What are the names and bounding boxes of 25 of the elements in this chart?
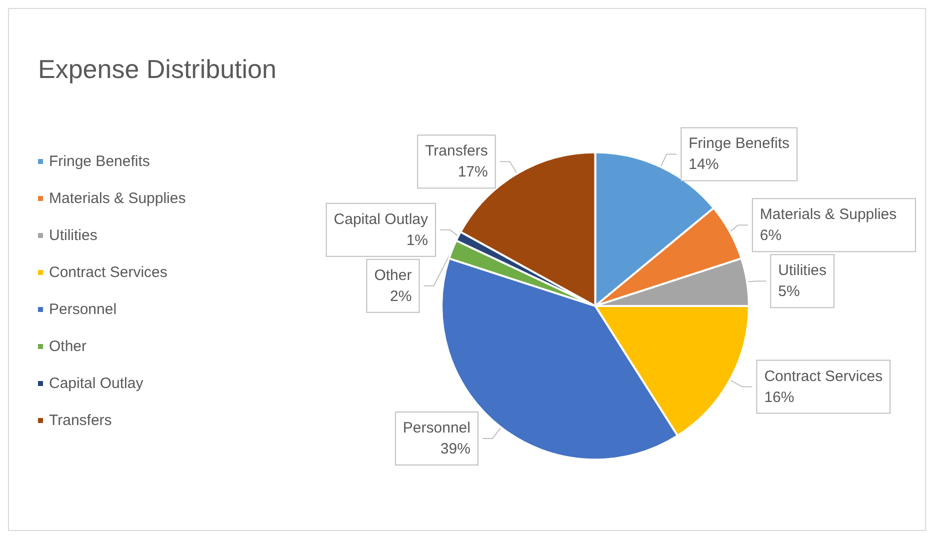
- data-label: 17%: [458, 164, 488, 181]
- slice-label: Transfers: [425, 142, 488, 160]
- legend-label: Transfers: [49, 412, 112, 429]
- data-label: 5%: [778, 283, 800, 300]
- slice-label: Personnel: [402, 419, 470, 436]
- chart-title: Expense Distribution: [38, 54, 276, 84]
- slice-label: Materials & Supplies: [760, 206, 897, 224]
- legend-label: Personnel: [49, 301, 117, 318]
- slice-label: Fringe Benefits: [688, 135, 790, 152]
- data-label: 16%: [764, 388, 794, 406]
- legend-label: Capital Outlay: [49, 375, 144, 392]
- legend-label: Other: [49, 338, 87, 355]
- slice-label: Utilities: [778, 262, 826, 280]
- data-label: 1%: [406, 232, 428, 249]
- legend-label: Contract Services: [49, 264, 168, 281]
- data-label: 6%: [760, 227, 782, 244]
- data-label: 2%: [390, 288, 412, 305]
- data-label: 39%: [440, 440, 470, 458]
- legend-label: Utilities: [49, 227, 98, 244]
- slice-label: Other: [374, 266, 412, 284]
- legend-label: Materials & Supplies: [49, 190, 186, 207]
- slice-label: Capital Outlay: [334, 210, 428, 228]
- legend-label: Fringe Benefits: [49, 153, 150, 170]
- data-label: 14%: [688, 156, 719, 174]
- slice-label: Contract Services: [764, 368, 883, 385]
